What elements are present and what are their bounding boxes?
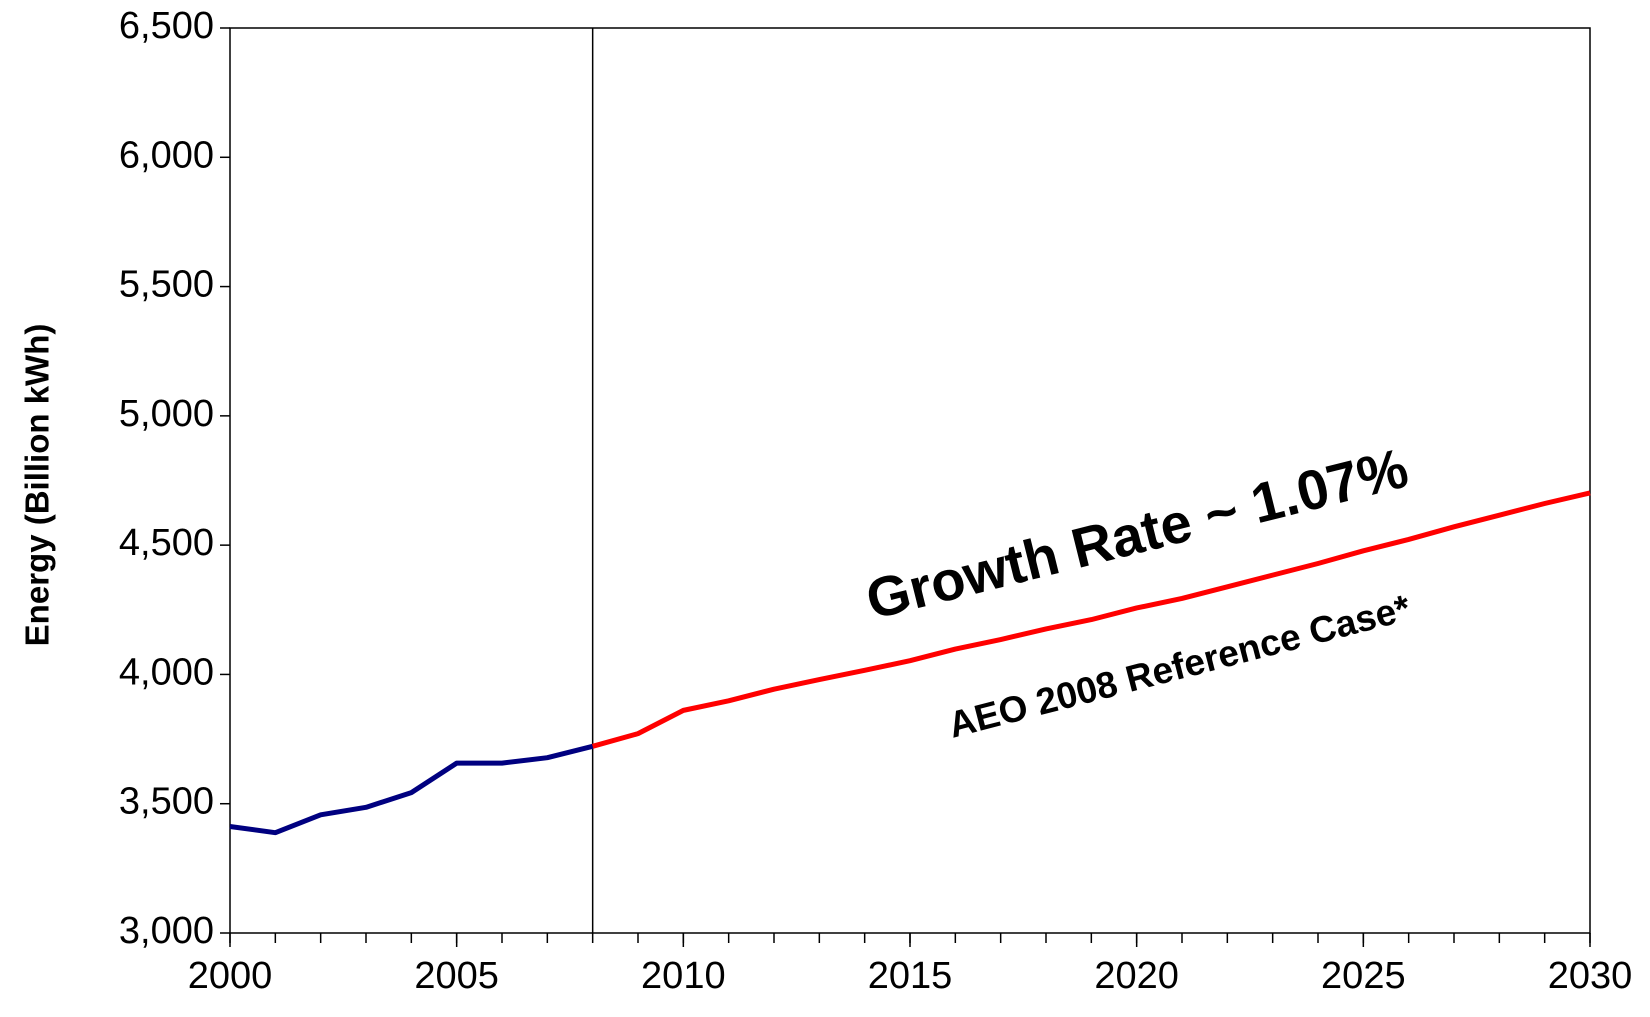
y-axis-label: Energy (Billion kWh) [19,324,56,647]
y-tick-label: 4,500 [119,522,214,564]
x-tick-label: 2020 [1094,955,1179,997]
y-tick-label: 3,000 [119,910,214,952]
x-tick-label: 2025 [1321,955,1406,997]
y-tick-label: 4,000 [119,651,214,693]
y-tick-label: 6,500 [119,5,214,47]
y-tick-label: 3,500 [119,781,214,823]
y-tick-label: 5,000 [119,393,214,435]
series-line [229,743,594,836]
y-tick-label: 6,000 [119,134,214,176]
x-tick-label: 2000 [188,955,273,997]
y-tick-label: 5,500 [119,264,214,306]
series-line [591,490,1591,749]
x-tick-label: 2005 [414,955,499,997]
x-tick-label: 2010 [641,955,726,997]
x-tick-label: 2015 [868,955,953,997]
annotation: Growth Rate ~ 1.07% [860,436,1414,632]
x-tick-label: 2030 [1548,955,1633,997]
annotation: AEO 2008 Reference Case* [944,587,1415,746]
